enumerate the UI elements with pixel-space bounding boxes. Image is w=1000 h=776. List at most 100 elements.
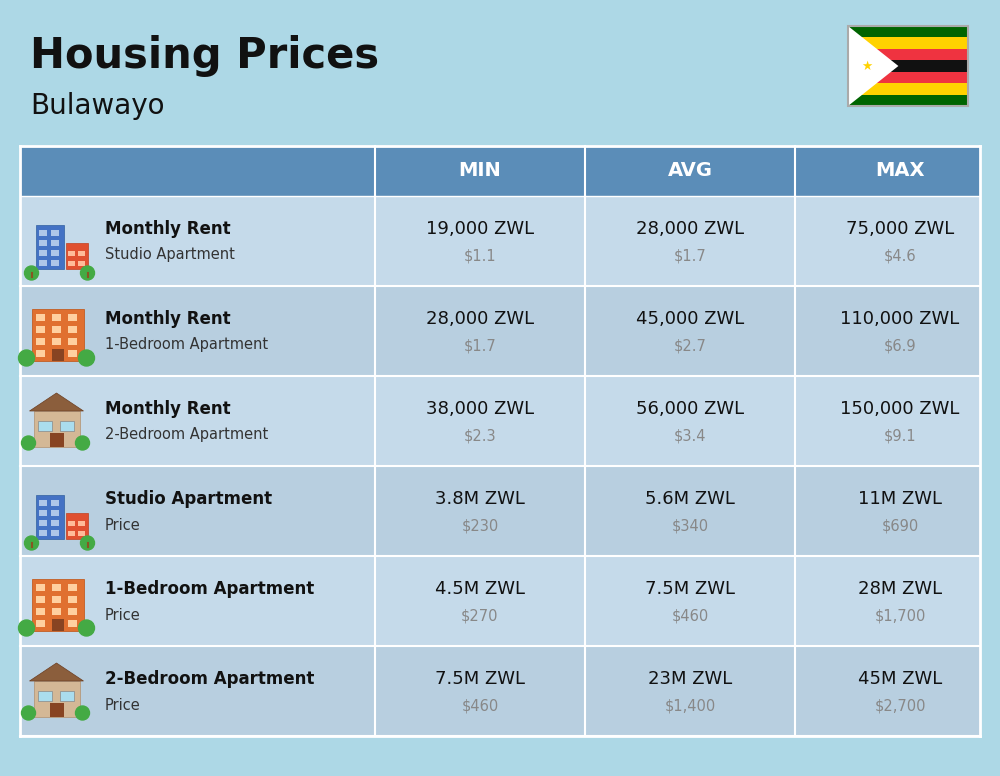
Text: $690: $690 [881, 518, 919, 534]
Circle shape [18, 350, 34, 366]
Text: Studio Apartment: Studio Apartment [105, 490, 272, 508]
FancyBboxPatch shape [50, 500, 58, 506]
FancyBboxPatch shape [36, 314, 44, 321]
Text: $270: $270 [461, 608, 499, 623]
FancyBboxPatch shape [52, 338, 60, 345]
Text: $460: $460 [461, 698, 499, 713]
Text: $1.7: $1.7 [674, 248, 706, 264]
Circle shape [24, 266, 38, 280]
FancyBboxPatch shape [38, 260, 46, 266]
FancyBboxPatch shape [52, 596, 60, 603]
FancyBboxPatch shape [36, 350, 44, 357]
FancyBboxPatch shape [52, 619, 64, 631]
FancyBboxPatch shape [52, 608, 60, 615]
FancyBboxPatch shape [36, 495, 64, 539]
FancyBboxPatch shape [52, 620, 60, 627]
FancyBboxPatch shape [36, 620, 44, 627]
FancyBboxPatch shape [68, 608, 76, 615]
FancyBboxPatch shape [32, 309, 84, 361]
FancyBboxPatch shape [38, 530, 46, 536]
Text: 7.5M ZWL: 7.5M ZWL [645, 580, 735, 598]
FancyBboxPatch shape [68, 620, 76, 627]
FancyBboxPatch shape [20, 646, 980, 736]
Circle shape [80, 266, 94, 280]
Text: Housing Prices: Housing Prices [30, 35, 379, 77]
Text: 1-Bedroom Apartment: 1-Bedroom Apartment [105, 338, 268, 352]
FancyBboxPatch shape [38, 250, 46, 256]
Text: 11M ZWL: 11M ZWL [858, 490, 942, 508]
FancyBboxPatch shape [36, 326, 44, 333]
Text: $2,700: $2,700 [874, 698, 926, 713]
Text: Price: Price [105, 608, 141, 622]
Circle shape [78, 620, 94, 636]
Text: 28,000 ZWL: 28,000 ZWL [636, 220, 744, 238]
Text: 45,000 ZWL: 45,000 ZWL [636, 310, 744, 328]
FancyBboxPatch shape [50, 433, 64, 447]
FancyBboxPatch shape [50, 260, 58, 266]
FancyBboxPatch shape [50, 703, 64, 717]
Text: 2-Bedroom Apartment: 2-Bedroom Apartment [105, 670, 314, 688]
FancyBboxPatch shape [78, 251, 84, 256]
Text: Price: Price [105, 698, 141, 712]
FancyBboxPatch shape [848, 49, 968, 61]
Text: 19,000 ZWL: 19,000 ZWL [426, 220, 534, 238]
FancyBboxPatch shape [66, 513, 88, 539]
FancyBboxPatch shape [848, 95, 968, 106]
FancyBboxPatch shape [36, 584, 44, 591]
FancyBboxPatch shape [848, 61, 968, 71]
Text: Monthly Rent: Monthly Rent [105, 220, 231, 238]
FancyBboxPatch shape [38, 421, 52, 431]
Text: Price: Price [105, 518, 141, 532]
Text: $3.4: $3.4 [674, 428, 706, 444]
Text: 4.5M ZWL: 4.5M ZWL [435, 580, 525, 598]
FancyBboxPatch shape [78, 521, 84, 526]
FancyBboxPatch shape [20, 146, 980, 196]
FancyBboxPatch shape [68, 326, 76, 333]
Circle shape [76, 436, 90, 450]
Text: Bulawayo: Bulawayo [30, 92, 164, 120]
FancyBboxPatch shape [68, 261, 74, 266]
FancyBboxPatch shape [38, 500, 46, 506]
FancyBboxPatch shape [52, 314, 60, 321]
Text: Monthly Rent: Monthly Rent [105, 400, 231, 418]
FancyBboxPatch shape [50, 530, 58, 536]
FancyBboxPatch shape [848, 71, 968, 83]
FancyBboxPatch shape [68, 314, 76, 321]
FancyBboxPatch shape [50, 240, 58, 246]
Text: $4.6: $4.6 [884, 248, 916, 264]
Text: $230: $230 [461, 518, 499, 534]
FancyBboxPatch shape [52, 584, 60, 591]
FancyBboxPatch shape [38, 691, 52, 701]
Text: $1,700: $1,700 [874, 608, 926, 623]
Text: $2.3: $2.3 [464, 428, 496, 444]
Text: 150,000 ZWL: 150,000 ZWL [840, 400, 960, 418]
FancyBboxPatch shape [848, 37, 968, 49]
Text: Studio Apartment: Studio Apartment [105, 248, 235, 262]
Text: $9.1: $9.1 [884, 428, 916, 444]
Text: 28M ZWL: 28M ZWL [858, 580, 942, 598]
FancyBboxPatch shape [68, 531, 74, 536]
FancyBboxPatch shape [38, 520, 46, 526]
Text: AVG: AVG [668, 161, 712, 181]
FancyBboxPatch shape [52, 326, 60, 333]
Text: $2.7: $2.7 [674, 338, 706, 354]
FancyBboxPatch shape [50, 520, 58, 526]
FancyBboxPatch shape [60, 691, 74, 701]
Text: 2-Bedroom Apartment: 2-Bedroom Apartment [105, 428, 268, 442]
FancyBboxPatch shape [20, 466, 980, 556]
FancyBboxPatch shape [68, 584, 76, 591]
Text: Monthly Rent: Monthly Rent [105, 310, 231, 328]
FancyBboxPatch shape [848, 26, 968, 37]
FancyBboxPatch shape [34, 681, 80, 717]
FancyBboxPatch shape [60, 421, 74, 431]
Circle shape [78, 350, 94, 366]
Text: $1.1: $1.1 [464, 248, 496, 264]
FancyBboxPatch shape [68, 251, 74, 256]
FancyBboxPatch shape [52, 350, 60, 357]
Text: 38,000 ZWL: 38,000 ZWL [426, 400, 534, 418]
FancyBboxPatch shape [36, 225, 64, 269]
FancyBboxPatch shape [38, 510, 46, 516]
FancyBboxPatch shape [848, 83, 968, 95]
FancyBboxPatch shape [68, 350, 76, 357]
Text: 45M ZWL: 45M ZWL [858, 670, 942, 688]
